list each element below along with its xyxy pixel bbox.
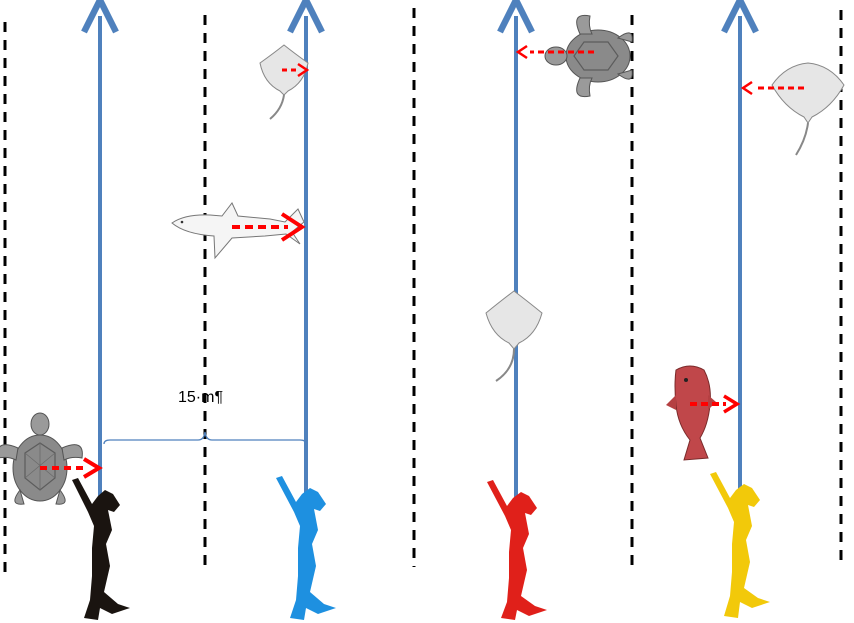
movement-arrow [515, 44, 594, 60]
movement-arrow [282, 62, 310, 78]
movement-arrow [232, 212, 306, 242]
diver-icon [276, 476, 336, 620]
turtle-icon [0, 412, 83, 505]
shark-icon [171, 202, 305, 260]
diver-icon [487, 480, 547, 620]
movement-arrow [690, 394, 741, 414]
grouper-icon [666, 365, 716, 461]
turtle-icon [544, 14, 633, 98]
ray-icon [771, 62, 845, 156]
boundary-lines [3, 8, 843, 580]
distance-bracket: 15·m¶ [103, 389, 307, 445]
movement-arrow [740, 80, 804, 96]
transect-lines [100, 16, 740, 575]
movement-arrow [40, 457, 103, 479]
distance-label: 15·m¶ [178, 389, 223, 406]
ray-icon [259, 44, 309, 120]
diver-icon [710, 472, 770, 618]
diver-icon [72, 478, 130, 620]
ray-icon [485, 290, 543, 382]
